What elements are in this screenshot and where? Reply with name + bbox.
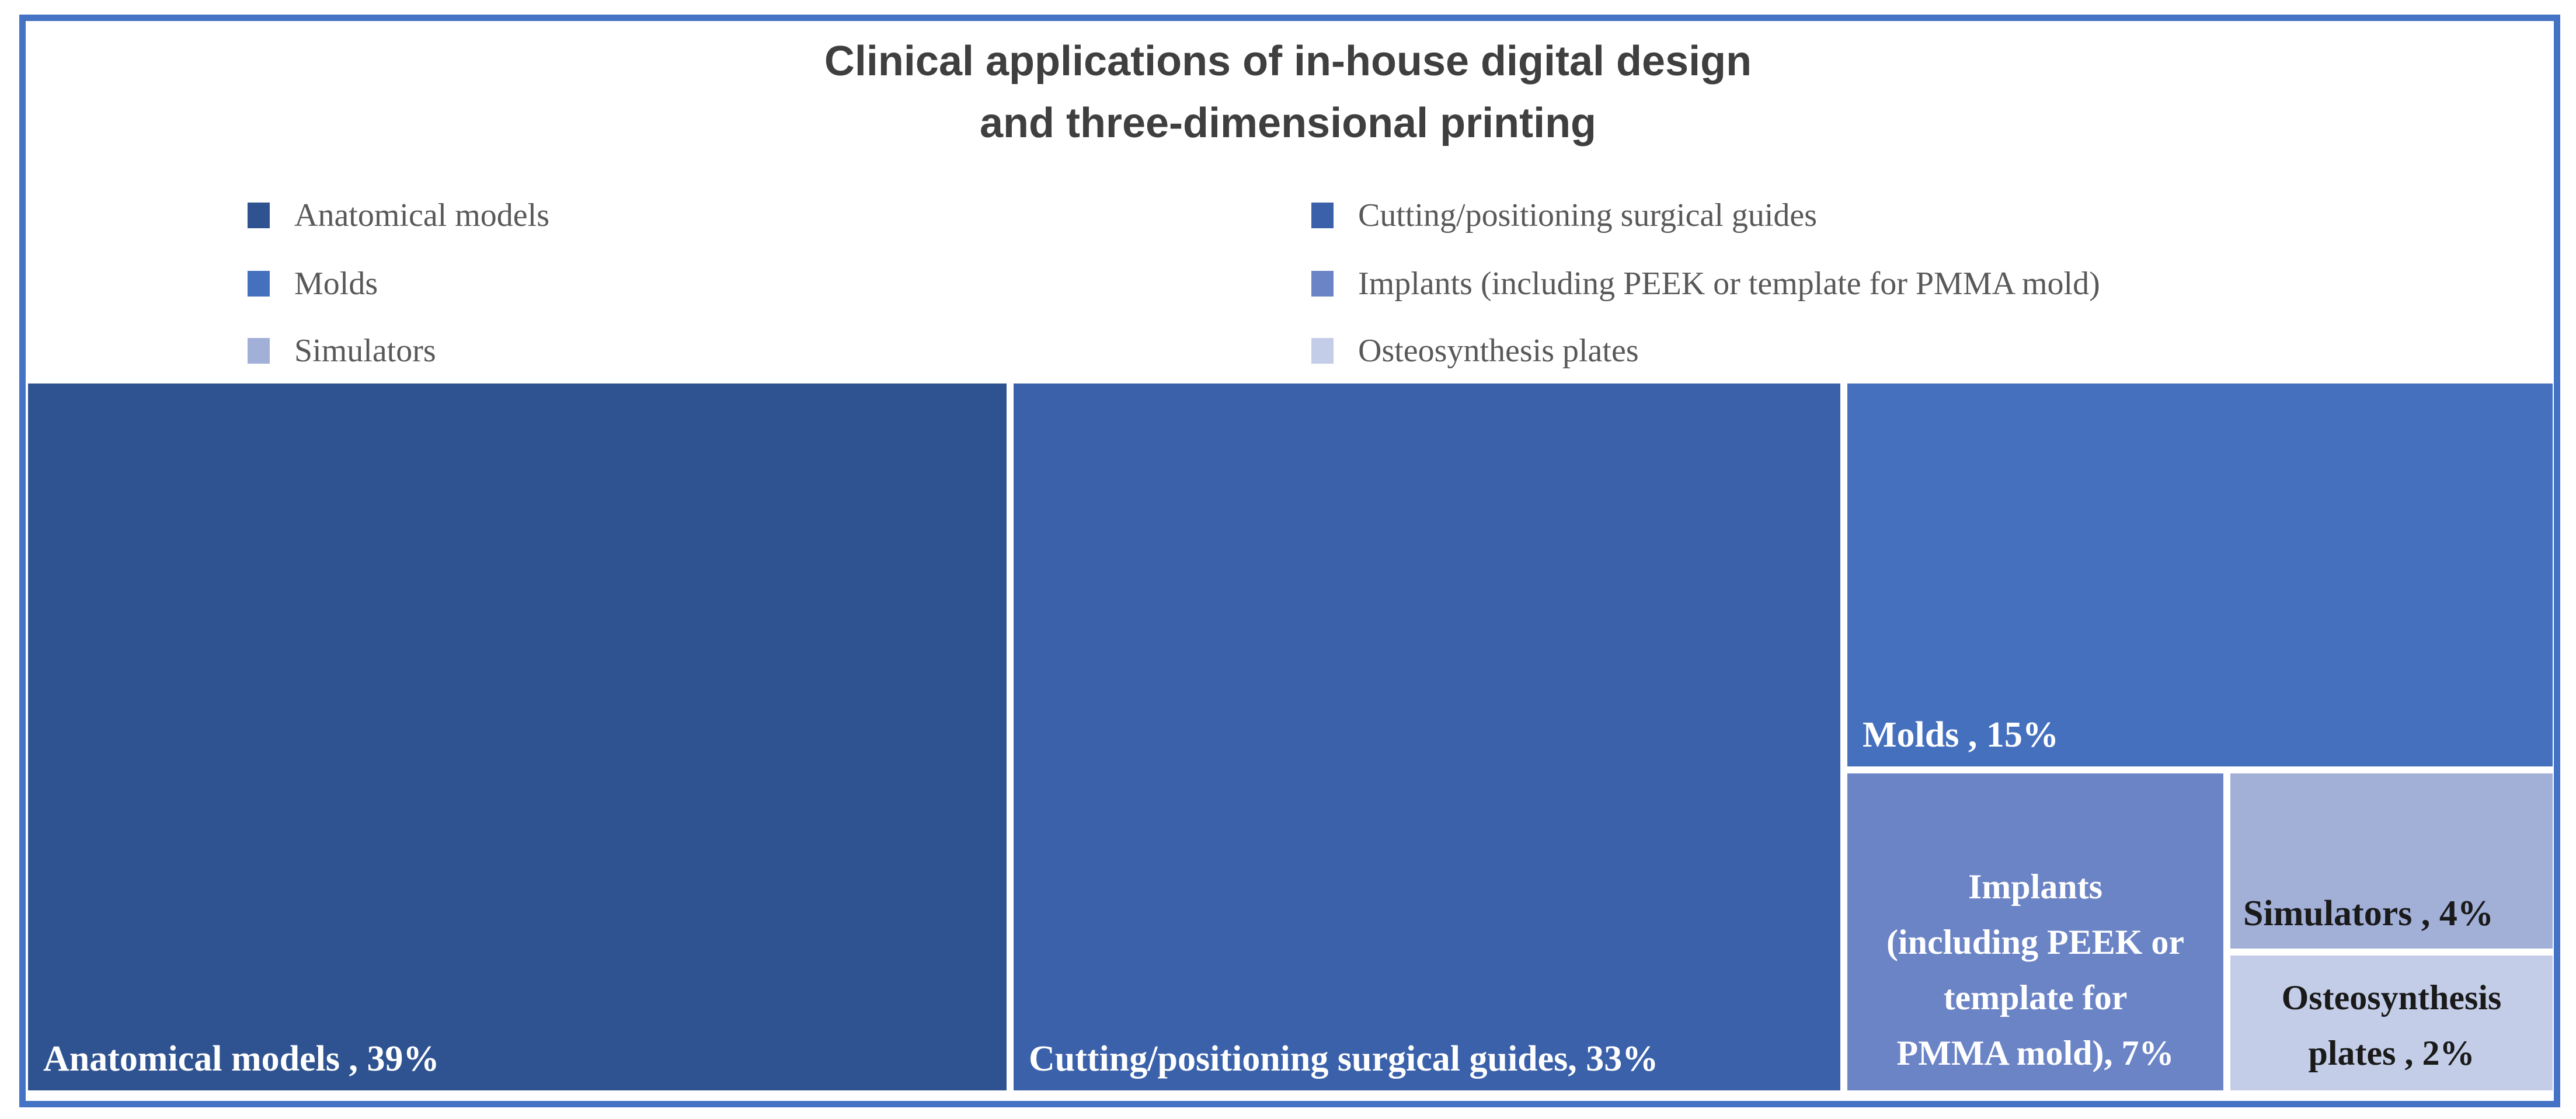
treemap-block-label: Implants (including PEEK or template for… bbox=[1847, 859, 2223, 1081]
legend-label: Simulators bbox=[294, 333, 436, 369]
treemap-block-label-line: (including PEEK or bbox=[1886, 923, 2185, 961]
chart-title-line1: Clinical applications of in-house digita… bbox=[824, 38, 1752, 85]
legend-swatch-icon bbox=[248, 271, 270, 297]
legend-swatch-icon bbox=[1311, 203, 1334, 228]
legend-swatch-icon bbox=[1311, 271, 1334, 297]
treemap-block-implants: Implants (including PEEK or template for… bbox=[1847, 773, 2223, 1090]
legend-label: Implants (including PEEK or template for… bbox=[1358, 266, 2100, 302]
treemap-block-label: Simulators , 4% bbox=[2243, 893, 2494, 933]
treemap-block-label: Anatomical models , 39% bbox=[43, 1038, 440, 1079]
treemap-block-osteosynthesis-plates: Osteosynthesis plates , 2% bbox=[2230, 956, 2553, 1090]
treemap-block-label-line: template for bbox=[1943, 978, 2128, 1017]
treemap-block-label-line: Osteosynthesis bbox=[2281, 978, 2502, 1017]
treemap-block-cutting-positioning-surgical-guides: Cutting/positioning surgical guides, 33% bbox=[1014, 384, 1840, 1090]
legend-swatch-icon bbox=[248, 203, 270, 228]
treemap-block-label-line: Implants bbox=[1968, 867, 2103, 906]
chart-title-line2: and three-dimensional printing bbox=[979, 100, 1597, 147]
treemap-block-label: Osteosynthesis plates , 2% bbox=[2230, 970, 2553, 1081]
treemap-block-label: Molds , 15% bbox=[1863, 714, 2059, 755]
legend-swatch-icon bbox=[1311, 338, 1334, 364]
legend-item-implants: Implants (including PEEK or template for… bbox=[1311, 267, 2100, 300]
treemap-block-label-line: plates , 2% bbox=[2308, 1034, 2475, 1072]
chart-title: Clinical applications of in-house digita… bbox=[0, 30, 2576, 154]
treemap-block-label-line: PMMA mold), 7% bbox=[1896, 1034, 2174, 1072]
legend-label: Cutting/positioning surgical guides bbox=[1358, 197, 1818, 233]
treemap-block-label: Cutting/positioning surgical guides, 33% bbox=[1029, 1038, 1659, 1079]
legend-item-anatomical-models: Anatomical models bbox=[248, 199, 549, 232]
legend-item-osteosynthesis-plates: Osteosynthesis plates bbox=[1311, 334, 1639, 367]
legend-label: Molds bbox=[294, 266, 378, 302]
legend-item-cutting-positioning-surgical-guides: Cutting/positioning surgical guides bbox=[1311, 199, 1817, 232]
legend-label: Anatomical models bbox=[294, 197, 550, 233]
legend-label: Osteosynthesis plates bbox=[1358, 333, 1639, 369]
treemap-block-molds: Molds , 15% bbox=[1847, 384, 2553, 766]
treemap-block-anatomical-models: Anatomical models , 39% bbox=[28, 384, 1007, 1090]
treemap-block-simulators: Simulators , 4% bbox=[2230, 773, 2553, 949]
legend-swatch-icon bbox=[248, 338, 270, 364]
legend-item-simulators: Simulators bbox=[248, 334, 436, 367]
legend-item-molds: Molds bbox=[248, 267, 378, 300]
